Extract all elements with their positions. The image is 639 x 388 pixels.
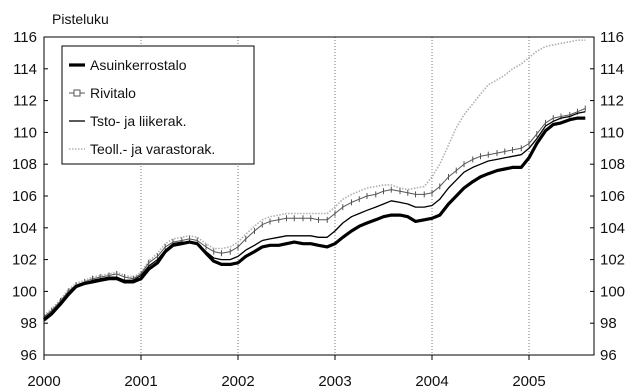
legend-label-1: Rivitalo <box>90 85 136 101</box>
y-tick-label-left: 106 <box>12 188 37 205</box>
legend-label-2: Tsto- ja liikerak. <box>90 113 186 129</box>
legend-label-0: Asuinkerrostalo <box>90 57 187 73</box>
y-tick-label-left: 104 <box>12 220 37 237</box>
y-tick-label-left: 98 <box>20 315 37 332</box>
legend-box <box>61 45 255 165</box>
y-ticks-right: 96 98 100 102 104 106 108 110 112 114 116 <box>590 29 625 364</box>
y-tick-label-right: 104 <box>600 220 625 237</box>
y-tick-label-right: 108 <box>600 156 625 173</box>
series-layer <box>42 39 586 322</box>
y-axis-label: Pisteluku <box>52 11 109 27</box>
y-tick-label-right: 114 <box>600 61 624 78</box>
y-tick-label-right: 98 <box>600 315 617 332</box>
y-ticks-left: 96 98 100 102 104 106 108 110 112 114 116 <box>12 29 48 364</box>
y-tick-label-left: 112 <box>13 93 37 110</box>
x-ticks: 2000 2001 2002 2003 2004 2005 <box>27 355 546 388</box>
x-tick-label: 2004 <box>415 373 448 388</box>
series-line-2 <box>43 111 586 319</box>
y-tick-label-left: 100 <box>12 283 37 300</box>
series-line-0 <box>42 116 586 322</box>
y-tick-label-right: 110 <box>600 124 624 141</box>
x-tick-label: 2000 <box>27 373 60 388</box>
x-tick-label: 2003 <box>318 373 351 388</box>
y-tick-label-left: 102 <box>12 252 37 269</box>
x-tick-label: 2001 <box>124 373 157 388</box>
y-tick-label-left: 108 <box>12 156 37 173</box>
y-tick-label-right: 106 <box>600 188 625 205</box>
series-line-1 <box>43 108 586 318</box>
y-tick-label-left: 114 <box>13 61 37 78</box>
x-tick-label: 2002 <box>221 373 254 388</box>
legend-label-3: Teoll.- ja varastorak. <box>90 141 215 157</box>
y-tick-label-right: 96 <box>600 347 617 364</box>
gridlines <box>140 37 530 355</box>
y-tick-label-right: 112 <box>600 93 624 110</box>
x-tick-label: 2005 <box>512 373 545 388</box>
y-tick-label-right: 100 <box>600 283 625 300</box>
y-tick-label-left: 116 <box>13 29 37 46</box>
legend-marker <box>73 89 81 97</box>
y-tick-label-left: 110 <box>13 124 37 141</box>
y-tick-label-left: 96 <box>20 347 37 364</box>
y-tick-label-right: 116 <box>600 29 624 46</box>
y-tick-label-right: 102 <box>600 252 625 269</box>
legend: Asuinkerrostalo Rivitalo Tsto- ja liikerak… <box>61 45 255 165</box>
